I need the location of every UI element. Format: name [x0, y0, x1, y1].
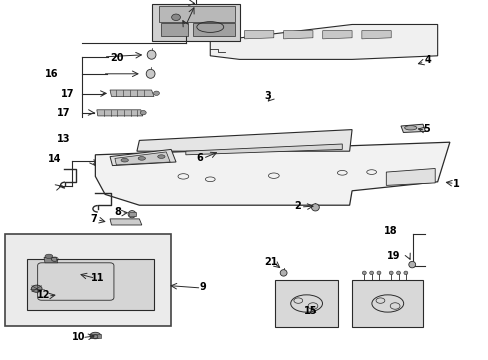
- Text: 21: 21: [264, 257, 278, 267]
- Ellipse shape: [90, 332, 101, 339]
- Ellipse shape: [404, 126, 416, 130]
- Text: 1: 1: [452, 179, 459, 189]
- Ellipse shape: [280, 270, 286, 276]
- Polygon shape: [351, 280, 422, 327]
- Text: 5: 5: [422, 124, 429, 134]
- Text: 16: 16: [44, 69, 58, 79]
- Polygon shape: [137, 130, 351, 151]
- Polygon shape: [185, 144, 342, 155]
- Ellipse shape: [153, 91, 159, 95]
- Polygon shape: [151, 4, 239, 41]
- Text: 11: 11: [91, 273, 104, 283]
- Polygon shape: [244, 31, 273, 39]
- Ellipse shape: [369, 271, 373, 275]
- Text: 17: 17: [61, 89, 74, 99]
- Text: 4: 4: [424, 55, 430, 66]
- Polygon shape: [110, 90, 154, 96]
- Polygon shape: [44, 257, 58, 263]
- Polygon shape: [97, 110, 142, 116]
- Polygon shape: [110, 149, 176, 166]
- Polygon shape: [115, 152, 170, 165]
- Text: 3: 3: [264, 91, 271, 102]
- Text: 20: 20: [110, 53, 124, 63]
- Polygon shape: [193, 23, 234, 36]
- Polygon shape: [90, 334, 101, 338]
- Polygon shape: [283, 31, 312, 39]
- Polygon shape: [27, 259, 154, 310]
- Text: 19: 19: [386, 251, 400, 261]
- Polygon shape: [161, 23, 188, 36]
- Polygon shape: [361, 31, 390, 39]
- Polygon shape: [159, 6, 234, 22]
- Ellipse shape: [396, 271, 400, 275]
- Ellipse shape: [311, 204, 319, 211]
- Ellipse shape: [128, 211, 136, 218]
- Text: 13: 13: [57, 134, 70, 144]
- Text: 8: 8: [114, 207, 121, 217]
- Ellipse shape: [146, 69, 155, 78]
- Polygon shape: [400, 124, 425, 132]
- Polygon shape: [128, 212, 136, 216]
- Text: 17: 17: [57, 108, 70, 118]
- Ellipse shape: [403, 271, 407, 275]
- Text: 10: 10: [71, 332, 85, 342]
- Text: 2: 2: [294, 201, 301, 211]
- Ellipse shape: [362, 271, 366, 275]
- Polygon shape: [210, 24, 437, 59]
- Polygon shape: [95, 142, 449, 205]
- Ellipse shape: [45, 254, 53, 258]
- Text: 15: 15: [303, 306, 317, 316]
- Polygon shape: [386, 168, 434, 185]
- Polygon shape: [274, 280, 338, 327]
- Polygon shape: [322, 31, 351, 39]
- Ellipse shape: [140, 111, 146, 115]
- Ellipse shape: [388, 271, 392, 275]
- Ellipse shape: [171, 14, 180, 21]
- Text: 6: 6: [196, 153, 203, 163]
- Ellipse shape: [138, 157, 145, 160]
- Ellipse shape: [31, 285, 42, 292]
- Text: 18: 18: [384, 226, 397, 236]
- Ellipse shape: [147, 50, 156, 59]
- Text: 14: 14: [48, 154, 61, 165]
- Text: 12: 12: [37, 290, 51, 300]
- Text: 7: 7: [90, 214, 97, 224]
- Ellipse shape: [408, 261, 415, 268]
- Text: 9: 9: [199, 282, 206, 292]
- Polygon shape: [110, 219, 142, 225]
- Ellipse shape: [376, 271, 380, 275]
- Bar: [5, 234, 171, 326]
- Ellipse shape: [157, 155, 164, 158]
- Ellipse shape: [121, 158, 128, 162]
